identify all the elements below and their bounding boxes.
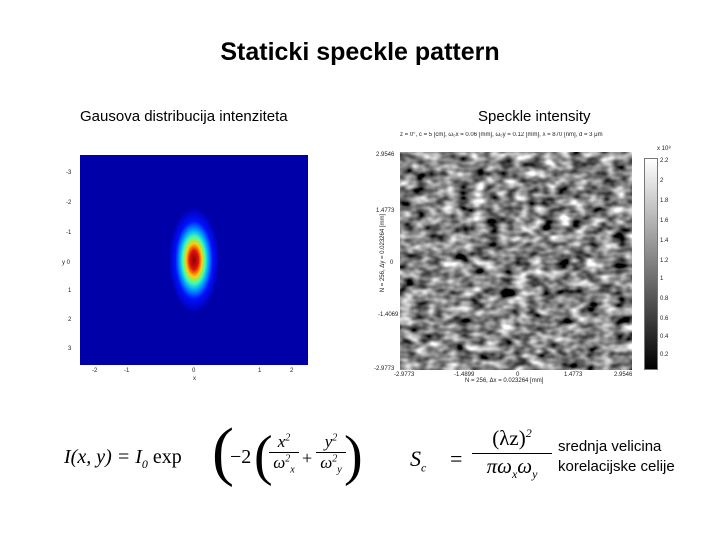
frac-num-sup: 2 bbox=[525, 426, 532, 440]
frac-den-sub: x bbox=[290, 464, 295, 476]
note-line: korelacijske celije bbox=[558, 458, 675, 475]
y-tick: 1.4773 bbox=[376, 208, 395, 214]
colorbar-tick: 1.8 bbox=[660, 198, 669, 204]
colorbar bbox=[644, 158, 658, 370]
colorbar-tick: 0.4 bbox=[660, 334, 669, 340]
y-tick: 2.9546 bbox=[376, 152, 395, 158]
y-tick: 1 bbox=[68, 288, 72, 294]
gaussian-plot-svg bbox=[80, 155, 308, 365]
y-tick: -1 bbox=[66, 230, 72, 236]
x-axis-label: N = 256, Δx = 0.023264 [mm] bbox=[465, 378, 544, 384]
x-tick: 0 bbox=[516, 372, 520, 378]
frac-sq: 2 bbox=[332, 432, 338, 444]
x-tick: 0 bbox=[192, 368, 196, 374]
paren-inner-left: ( bbox=[254, 425, 273, 487]
colorbar-tick: 0.8 bbox=[660, 296, 669, 302]
paren-left: ( bbox=[212, 415, 234, 488]
y-tick: -1.4069 bbox=[378, 312, 399, 318]
y-axis-label: N = 256, Δy = 0.023264 [mm] bbox=[380, 213, 386, 293]
right-panel-label: Speckle intensity bbox=[478, 108, 591, 125]
speckle-plot: z = 0°, c = 5 [cm], ω₀x = 0.06 [mm], ω₀y… bbox=[370, 130, 680, 384]
speckle-image bbox=[400, 152, 632, 370]
intensity-formula: I(x, y) = I0 exp ( −2 ( x2 ω2x + y2 ω2y … bbox=[64, 416, 363, 496]
x-tick: -2.9773 bbox=[394, 372, 415, 378]
correlation-note: srednja velicina korelacijske celije bbox=[558, 437, 675, 477]
x-tick: 1.4773 bbox=[564, 372, 583, 378]
x-tick: 2 bbox=[290, 368, 294, 374]
frac-sq: 2 bbox=[332, 453, 338, 465]
frac-den-pi: πω bbox=[486, 454, 512, 478]
frac-den-sub: y bbox=[337, 464, 342, 476]
formula-equals: = bbox=[450, 446, 463, 471]
x-tick: -2 bbox=[92, 368, 98, 374]
frac-den: ω bbox=[273, 453, 286, 472]
frac-num: y bbox=[324, 432, 333, 451]
colorbar-tick: 2.2 bbox=[660, 158, 669, 164]
gaussian-spot bbox=[169, 208, 219, 312]
formula-s-sub: c bbox=[421, 460, 427, 475]
gaussian-plot: -3 -2 -1 y 0 1 2 3 -2 -1 0 1 2 x bbox=[60, 150, 320, 385]
speckle-noise bbox=[400, 152, 632, 370]
frac-sq: 2 bbox=[285, 432, 291, 444]
colorbar-exponent: x 10⁸ bbox=[657, 146, 671, 152]
x-axis-label: x bbox=[193, 376, 196, 382]
frac-num: (λz) bbox=[492, 426, 526, 450]
formula-s: S bbox=[410, 446, 421, 471]
x-tick: 2.9546 bbox=[614, 372, 633, 378]
frac-den-w: ω bbox=[517, 454, 533, 478]
colorbar-tick: 1.2 bbox=[660, 258, 669, 264]
colorbar-tick: 1.4 bbox=[660, 238, 669, 244]
colorbar-tick: 0.2 bbox=[660, 352, 669, 358]
page-title: Staticki speckle pattern bbox=[220, 38, 500, 66]
y-tick: -2 bbox=[66, 200, 72, 206]
speckle-header: z = 0°, c = 5 [cm], ω₀x = 0.06 [mm], ω₀y… bbox=[400, 132, 603, 138]
y-tick: 0 bbox=[390, 260, 394, 266]
frac-den: ω bbox=[320, 453, 333, 472]
frac-num: x bbox=[277, 432, 286, 451]
y-tick: -2.9773 bbox=[374, 366, 395, 372]
x-tick: 1 bbox=[258, 368, 262, 374]
formula-exp: exp bbox=[152, 446, 182, 468]
paren-inner-right: ) bbox=[344, 425, 363, 487]
colorbar-tick: 1 bbox=[660, 276, 664, 282]
y-tick: y 0 bbox=[62, 260, 71, 266]
formula-lhs: I(x, y) = I bbox=[64, 446, 142, 468]
left-panel-label: Gausova distribucija intenziteta bbox=[80, 108, 288, 125]
x-tick: -1.4899 bbox=[454, 372, 475, 378]
colorbar-tick: 1.6 bbox=[660, 218, 669, 224]
y-tick: 2 bbox=[68, 317, 72, 323]
formula-minus-two: −2 bbox=[230, 446, 252, 468]
formula-plus: + bbox=[302, 448, 313, 468]
frac-sq: 2 bbox=[285, 453, 291, 465]
correlation-formula: Sc = (λz)2 πωxωy bbox=[410, 424, 560, 496]
frac-den-sub: y bbox=[532, 467, 538, 482]
colorbar-tick: 2 bbox=[660, 178, 664, 184]
note-line: srednja velicina bbox=[558, 438, 662, 455]
frac-den-sub: x bbox=[511, 467, 518, 482]
x-tick: -1 bbox=[124, 368, 130, 374]
y-tick: 3 bbox=[68, 346, 72, 352]
y-tick: -3 bbox=[66, 170, 72, 176]
colorbar-tick: 0.6 bbox=[660, 316, 669, 322]
formula-sub: 0 bbox=[141, 457, 148, 471]
